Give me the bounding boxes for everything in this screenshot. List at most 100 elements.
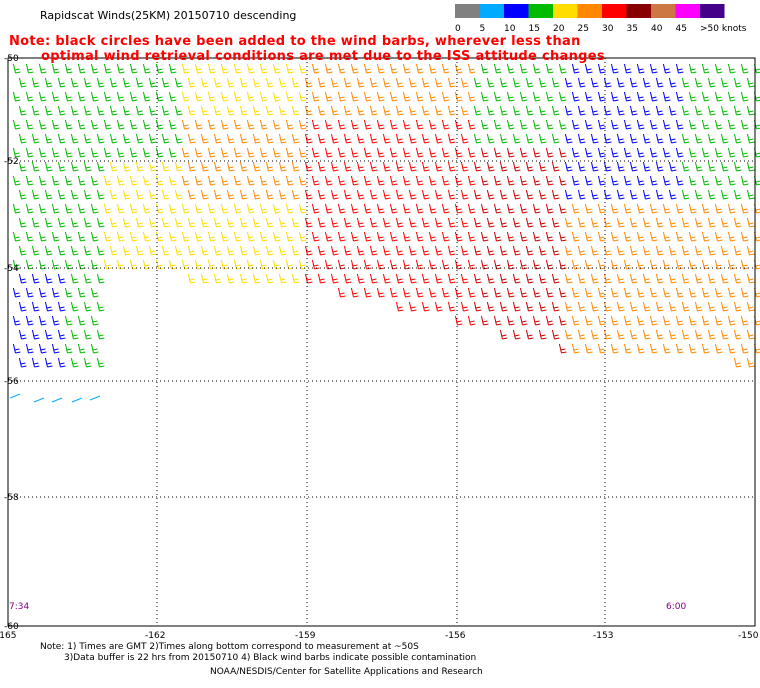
- wind-barb: [90, 119, 99, 130]
- wind-barb: [376, 147, 385, 158]
- wind-barb: [77, 315, 86, 326]
- wind-barb: [259, 91, 268, 102]
- wind-barb: [90, 287, 99, 298]
- wind-barb: [688, 63, 697, 74]
- lon-label: -150: [738, 631, 759, 641]
- wind-barb: [636, 315, 645, 326]
- wind-barb: [564, 161, 573, 172]
- wind-barb: [447, 301, 456, 312]
- wind-barb: [714, 315, 723, 326]
- wind-barb: [356, 189, 365, 200]
- wind-barb: [668, 133, 677, 144]
- wind-barb: [187, 133, 196, 144]
- wind-barb: [233, 91, 242, 102]
- wind-barb: [239, 189, 248, 200]
- wind-barb: [402, 203, 411, 214]
- wind-barb: [343, 273, 352, 284]
- wind-barb: [428, 175, 437, 186]
- wind-barb: [155, 119, 164, 130]
- wind-barb: [25, 203, 34, 214]
- wind-barb: [629, 77, 638, 88]
- wind-barb: [343, 217, 352, 228]
- wind-barb: [506, 259, 515, 270]
- wind-barb: [564, 189, 573, 200]
- wind-barb: [317, 105, 326, 116]
- wind-barb: [174, 133, 183, 144]
- wind-barb: [577, 245, 586, 256]
- wind-barb: [226, 77, 235, 88]
- wind-barb: [402, 231, 411, 242]
- wind-barb: [525, 105, 534, 116]
- wind-barb: [148, 217, 157, 228]
- wind-barb: [454, 315, 463, 326]
- wind-barb: [226, 189, 235, 200]
- wind-barb: [415, 63, 424, 74]
- wind-barb: [304, 189, 313, 200]
- wind-barb: [720, 161, 729, 172]
- wind-barb: [447, 77, 456, 88]
- wind-barb: [161, 105, 170, 116]
- wind-barb: [577, 161, 586, 172]
- wind-barb: [460, 105, 469, 116]
- wind-barb: [551, 301, 560, 312]
- wind-barb: [402, 259, 411, 270]
- wind-barb: [272, 203, 281, 214]
- wind-barb: [187, 161, 196, 172]
- wind-barb: [213, 161, 222, 172]
- wind-barb: [194, 147, 203, 158]
- wind-barb: [668, 301, 677, 312]
- wind-barb: [337, 147, 346, 158]
- wind-barb: [369, 245, 378, 256]
- wind-barb: [109, 133, 118, 144]
- wind-barb: [343, 245, 352, 256]
- wind-barb: [428, 63, 437, 74]
- wind-barb: [629, 217, 638, 228]
- wind-barb: [499, 161, 508, 172]
- wind-barb: [408, 161, 417, 172]
- wind-barb: [668, 329, 677, 340]
- wind-barb: [395, 301, 404, 312]
- legend-label: 30: [602, 24, 614, 34]
- wind-barb: [415, 147, 424, 158]
- wind-barb: [499, 133, 508, 144]
- wind-barb: [434, 245, 443, 256]
- wind-barb: [311, 175, 320, 186]
- wind-barb: [499, 273, 508, 284]
- wind-barb: [174, 189, 183, 200]
- wind-barb: [421, 189, 430, 200]
- wind-barb: [356, 105, 365, 116]
- wind-barb: [369, 77, 378, 88]
- wind-barb: [616, 105, 625, 116]
- wind-barb: [363, 203, 372, 214]
- wind-barb: [226, 133, 235, 144]
- wind-barb: [746, 189, 755, 200]
- wind-barb: [324, 119, 333, 130]
- wind-barb: [688, 315, 697, 326]
- wind-barb: [31, 245, 40, 256]
- wind-barb: [155, 147, 164, 158]
- wind-barb: [317, 245, 326, 256]
- wind-barb: [597, 287, 606, 298]
- wind-barb: [356, 77, 365, 88]
- wind-barb: [649, 147, 658, 158]
- wind-barb: [187, 273, 196, 284]
- wind-barb: [187, 77, 196, 88]
- wind-barb: [18, 161, 27, 172]
- wind-barb: [31, 77, 40, 88]
- wind-barb: [506, 315, 515, 326]
- wind-barb: [662, 175, 671, 186]
- wind-barb: [733, 357, 742, 368]
- wind-barb: [532, 315, 541, 326]
- wind-barb: [551, 245, 560, 256]
- wind-barb: [25, 63, 34, 74]
- wind-barb: [727, 231, 736, 242]
- wind-barb: [161, 77, 170, 88]
- wind-barb: [740, 91, 749, 102]
- wind-barb: [701, 119, 710, 130]
- wind-barb: [597, 203, 606, 214]
- wind-barb: [265, 133, 274, 144]
- wind-barb: [733, 105, 742, 116]
- wind-barb: [38, 259, 47, 270]
- wind-barb: [415, 203, 424, 214]
- wind-barb: [83, 161, 92, 172]
